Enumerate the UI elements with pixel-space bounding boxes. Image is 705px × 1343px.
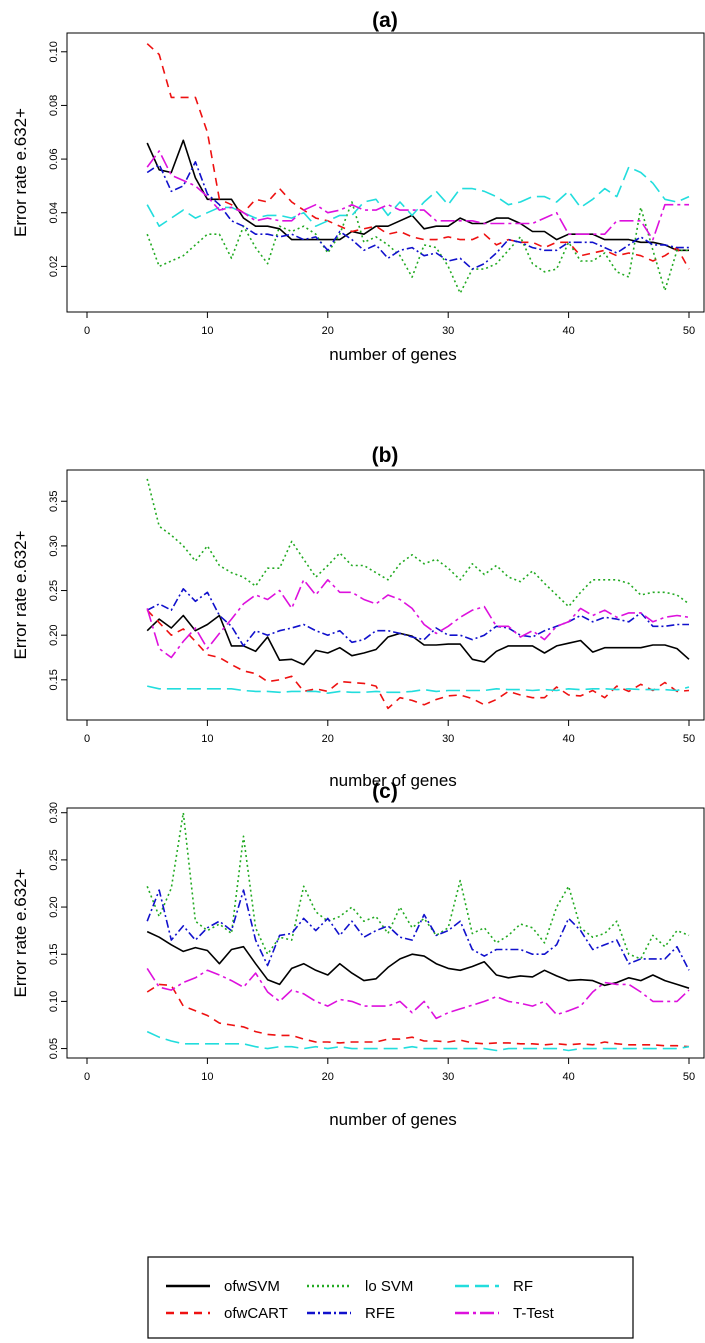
y-axis-label: Error rate e.632+ [11, 530, 30, 659]
y-tick-label: 0.04 [48, 202, 60, 223]
y-tick-label: 0.06 [48, 148, 60, 169]
series-line-lo-svm [146, 811, 690, 960]
legend-label: ofwCART [224, 1305, 288, 1322]
series-line-t-test [146, 150, 689, 241]
y-tick-label: 0.25 [48, 849, 60, 870]
x-tick-label: 50 [683, 325, 695, 337]
y-tick-label: 0.05 [48, 1038, 60, 1059]
x-tick-label: 10 [201, 1071, 213, 1083]
series-line-rf [147, 685, 690, 695]
y-tick-label: 0.10 [48, 41, 60, 62]
series-line-rf [146, 1030, 690, 1052]
y-tick-label: 0.20 [48, 896, 60, 917]
x-tick-label: 40 [562, 733, 574, 745]
series-line-ofwsvm [146, 930, 690, 989]
x-tick-label: 20 [322, 1071, 334, 1083]
chart-title: (c) [372, 780, 398, 803]
x-tick-label: 50 [683, 1071, 695, 1083]
y-tick-label: 0.08 [48, 95, 60, 116]
series-line-ofwsvm [146, 139, 689, 252]
chart-panel-2: (b) 0 10 20 30 40 50 0.15 0.20 0.25 0.30 0.35 number… [11, 444, 705, 790]
x-tick-label: 20 [322, 733, 334, 745]
series-line-lo-svm [146, 478, 690, 608]
x-tick-label: 10 [201, 733, 213, 745]
x-tick-label: 0 [84, 325, 90, 337]
y-tick-label: 0.25 [48, 580, 60, 601]
x-tick-label: 20 [322, 325, 334, 337]
y-tick-label: 0.30 [48, 802, 60, 823]
x-axis-label: number of genes [329, 1110, 457, 1129]
chart-title: (b) [372, 444, 399, 467]
series-line-ofwsvm [146, 614, 690, 666]
y-axis-label: Error rate e.632+ [11, 868, 30, 997]
legend-box [147, 1256, 634, 1339]
y-tick-label: 0.15 [48, 669, 60, 690]
y-tick-label: 0.10 [48, 991, 60, 1012]
series-line-t-test [146, 967, 690, 1020]
series-line-rfe [146, 889, 690, 971]
y-tick-label: 0.30 [48, 535, 60, 556]
x-tick-label: 40 [562, 1071, 574, 1083]
x-tick-label: 30 [442, 1071, 454, 1083]
x-tick-label: 50 [683, 733, 695, 745]
x-axis-label: number of genes [329, 345, 457, 364]
y-tick-label: 0.20 [48, 624, 60, 645]
plot-frame [66, 807, 705, 1059]
chart-title: (a) [372, 9, 398, 32]
series-line-rfe [146, 587, 689, 647]
x-tick-label: 30 [442, 325, 454, 337]
series-line-ofwcart [146, 43, 690, 270]
y-tick-label: 0.35 [48, 491, 60, 512]
series-line-ofwcart [146, 609, 690, 710]
plot-frame [66, 32, 705, 313]
legend-label: lo SVM [365, 1278, 413, 1295]
series-line-rfe [146, 161, 689, 270]
y-axis-label: Error rate e.632+ [11, 108, 30, 237]
legend-label: RFE [365, 1305, 395, 1322]
x-axis-label: number of genes [329, 771, 457, 790]
series-line-t-test [146, 578, 690, 659]
legend-label: T-Test [513, 1305, 555, 1322]
legend: ofwSVM ofwCART lo SVM RFE RF T-Test [147, 1256, 634, 1339]
x-tick-label: 10 [201, 325, 213, 337]
plot-frame [66, 469, 705, 721]
x-tick-label: 0 [84, 733, 90, 745]
chart-panel-1: (a) 0 10 20 30 40 50 0.02 0.04 0.06 0.08 0.10 number… [11, 9, 705, 364]
x-tick-label: 30 [442, 733, 454, 745]
chart-panel-3: (c) 0 10 20 30 40 50 0.05 0.10 0.15 0.20 0.25 0.30 nu… [11, 780, 705, 1129]
series-line-ofwcart [146, 983, 690, 1048]
x-tick-label: 0 [84, 1071, 90, 1083]
y-tick-label: 0.02 [48, 256, 60, 277]
y-tick-label: 0.15 [48, 944, 60, 965]
legend-label: ofwSVM [224, 1278, 280, 1295]
x-tick-label: 40 [562, 325, 574, 337]
legend-label: RF [513, 1278, 533, 1295]
